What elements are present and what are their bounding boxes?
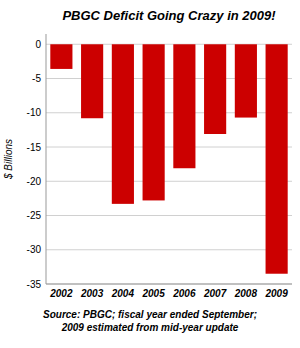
- source-note: Source: PBGC; fiscal year ended Septembe…: [43, 309, 257, 333]
- x-axis-line: [46, 284, 292, 285]
- y-tick-label: -35: [27, 279, 42, 290]
- y-tick-label: 0: [35, 39, 41, 50]
- bar: [235, 44, 257, 117]
- title: PBGC Deficit Going Crazy in 2009!: [62, 8, 276, 23]
- bar: [81, 44, 103, 118]
- y-tick-label: -20: [27, 176, 42, 187]
- x-tick-label: 2004: [111, 288, 135, 299]
- y-tick-label: -25: [27, 210, 42, 221]
- grid-line: [46, 284, 292, 285]
- x-tick-label: 2009: [265, 288, 289, 299]
- bar: [173, 44, 195, 168]
- bar: [50, 44, 72, 69]
- y-axis-label: $ Billions: [3, 139, 14, 180]
- y-tick-label: -10: [27, 107, 42, 118]
- x-tick-label: 2005: [142, 288, 166, 299]
- bars: [50, 44, 287, 273]
- grid-line: [46, 181, 292, 182]
- x-tick-label: 2003: [80, 288, 104, 299]
- x-tick-label: 2006: [172, 288, 196, 299]
- x-tick-label: 2007: [203, 288, 227, 299]
- chart-container: PBGC Deficit Going Crazy in 2009! 0 -5 -10 -…: [0, 0, 300, 348]
- y-axis-line: [46, 34, 47, 284]
- bar: [112, 44, 134, 204]
- bar: [143, 44, 165, 200]
- grid-line: [46, 147, 292, 148]
- bar: [266, 44, 288, 273]
- x-tick-label: 2008: [234, 288, 258, 299]
- bar: [204, 44, 226, 134]
- y-tick-label: -5: [32, 73, 41, 84]
- grid-line: [46, 249, 292, 250]
- grid-line: [46, 215, 292, 216]
- y-tick-label: -30: [27, 244, 42, 255]
- chart: PBGC Deficit Going Crazy in 2009! 0 -5 -10 -…: [0, 0, 300, 348]
- grid: [46, 44, 292, 284]
- x-tick-label: 2002: [49, 288, 73, 299]
- y-tick-label: -15: [27, 142, 42, 153]
